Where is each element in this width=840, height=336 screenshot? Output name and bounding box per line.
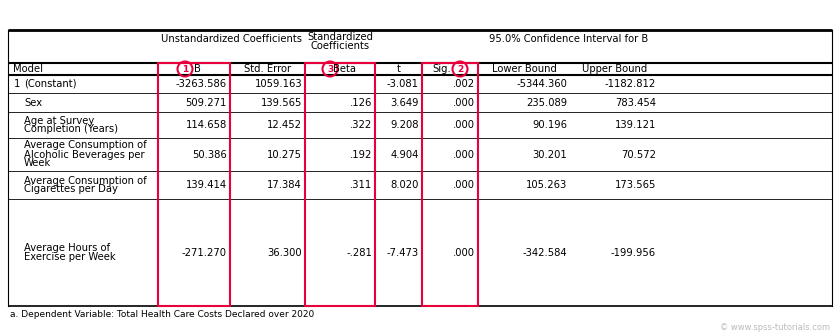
Text: 139.414: 139.414 xyxy=(186,180,227,190)
Text: © www.spss-tutorials.com: © www.spss-tutorials.com xyxy=(720,323,830,332)
Text: t: t xyxy=(396,64,401,74)
Text: Upper Bound: Upper Bound xyxy=(582,64,648,74)
Text: 30.201: 30.201 xyxy=(533,150,567,160)
Text: 509.271: 509.271 xyxy=(186,97,227,108)
Text: .000: .000 xyxy=(453,150,475,160)
Text: -3.081: -3.081 xyxy=(387,79,419,89)
Text: Alcoholic Beverages per: Alcoholic Beverages per xyxy=(24,150,144,160)
Text: 3: 3 xyxy=(327,65,333,74)
Bar xyxy=(422,63,478,306)
Text: 12.452: 12.452 xyxy=(267,120,302,130)
Text: B: B xyxy=(193,64,201,74)
Text: Beta: Beta xyxy=(333,64,355,74)
Text: -342.584: -342.584 xyxy=(522,248,567,257)
Text: 9.208: 9.208 xyxy=(391,120,419,130)
Text: Age at Survey: Age at Survey xyxy=(24,116,94,126)
Text: Unstandardized Coefficients: Unstandardized Coefficients xyxy=(161,34,302,44)
Text: .000: .000 xyxy=(453,180,475,190)
Text: Model: Model xyxy=(13,64,43,74)
Text: a. Dependent Variable: Total Health Care Costs Declared over 2020: a. Dependent Variable: Total Health Care… xyxy=(10,310,314,319)
Bar xyxy=(158,63,230,306)
Text: 4.904: 4.904 xyxy=(391,150,419,160)
Text: 10.275: 10.275 xyxy=(267,150,302,160)
Text: Sex: Sex xyxy=(24,97,42,108)
Text: 105.263: 105.263 xyxy=(526,180,567,190)
Text: (Constant): (Constant) xyxy=(24,79,76,89)
Text: -271.270: -271.270 xyxy=(182,248,227,257)
Text: Std. Error: Std. Error xyxy=(244,64,291,74)
Text: .322: .322 xyxy=(349,120,372,130)
Text: -7.473: -7.473 xyxy=(387,248,419,257)
Text: Exercise per Week: Exercise per Week xyxy=(24,252,116,262)
Text: -199.956: -199.956 xyxy=(611,248,656,257)
Text: 2: 2 xyxy=(457,65,463,74)
Text: 1: 1 xyxy=(182,65,188,74)
Text: Sig.: Sig. xyxy=(433,64,451,74)
Text: 17.384: 17.384 xyxy=(267,180,302,190)
Text: 173.565: 173.565 xyxy=(615,180,656,190)
Text: 90.196: 90.196 xyxy=(532,120,567,130)
Text: 1: 1 xyxy=(14,79,20,89)
Text: -.281: -.281 xyxy=(346,248,372,257)
Bar xyxy=(305,63,375,306)
Text: Standardized: Standardized xyxy=(307,32,373,42)
Text: 95.0% Confidence Interval for B: 95.0% Confidence Interval for B xyxy=(490,34,648,44)
Text: 783.454: 783.454 xyxy=(615,97,656,108)
Text: 1059.163: 1059.163 xyxy=(255,79,302,89)
Text: Week: Week xyxy=(24,159,51,168)
Text: .192: .192 xyxy=(349,150,372,160)
Text: Average Consumption of: Average Consumption of xyxy=(24,140,147,151)
Text: Completion (Years): Completion (Years) xyxy=(24,125,118,134)
Text: 36.300: 36.300 xyxy=(267,248,302,257)
Text: .126: .126 xyxy=(349,97,372,108)
Text: -1182.812: -1182.812 xyxy=(605,79,656,89)
Text: 70.572: 70.572 xyxy=(621,150,656,160)
Text: .311: .311 xyxy=(349,180,372,190)
Text: Lower Bound: Lower Bound xyxy=(491,64,556,74)
Text: 8.020: 8.020 xyxy=(391,180,419,190)
Text: 3.649: 3.649 xyxy=(391,97,419,108)
Text: 50.386: 50.386 xyxy=(192,150,227,160)
Text: 139.121: 139.121 xyxy=(615,120,656,130)
Text: .000: .000 xyxy=(453,248,475,257)
Text: Cigarettes per Day: Cigarettes per Day xyxy=(24,184,118,195)
Text: Average Consumption of: Average Consumption of xyxy=(24,175,147,185)
Text: -3263.586: -3263.586 xyxy=(176,79,227,89)
Text: -5344.360: -5344.360 xyxy=(516,79,567,89)
Text: .000: .000 xyxy=(453,120,475,130)
Text: 114.658: 114.658 xyxy=(186,120,227,130)
Text: 235.089: 235.089 xyxy=(526,97,567,108)
Text: .000: .000 xyxy=(453,97,475,108)
Text: Average Hours of: Average Hours of xyxy=(24,243,110,253)
Text: 139.565: 139.565 xyxy=(260,97,302,108)
Text: Coefficients: Coefficients xyxy=(311,41,370,51)
Text: .002: .002 xyxy=(453,79,475,89)
